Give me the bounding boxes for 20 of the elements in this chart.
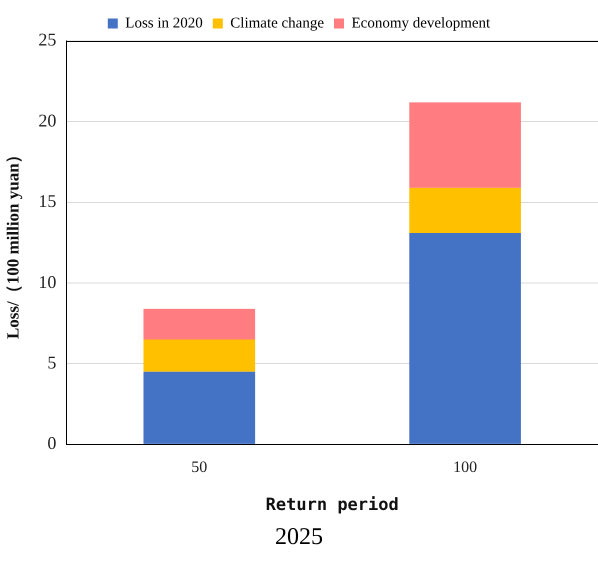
- bar: [143, 372, 256, 444]
- x-tick-label: 50: [191, 459, 208, 476]
- bar: [143, 308, 256, 340]
- x-tick-label: 100: [453, 459, 478, 476]
- y-tick-label: 5: [47, 352, 56, 372]
- text: 2025: [274, 524, 324, 551]
- bar: [409, 233, 521, 444]
- y-tick-label: 0: [47, 433, 56, 454]
- y-tick-label: 15: [38, 191, 56, 212]
- legend-label: Economy development: [352, 15, 492, 32]
- y-tick-label: 10: [38, 272, 56, 292]
- y-tick-label: 20: [38, 110, 56, 130]
- legend-label: Loss in 2020: [125, 15, 203, 32]
- y-axis-title: Loss/（100 million yuan）: [4, 146, 23, 340]
- bar: [409, 102, 521, 188]
- bar: [143, 340, 256, 372]
- legend-label: Climate change: [230, 15, 324, 32]
- bar: [409, 188, 521, 234]
- x-axis-title: Return period: [266, 495, 399, 516]
- y-tick-label: 25: [38, 30, 56, 50]
